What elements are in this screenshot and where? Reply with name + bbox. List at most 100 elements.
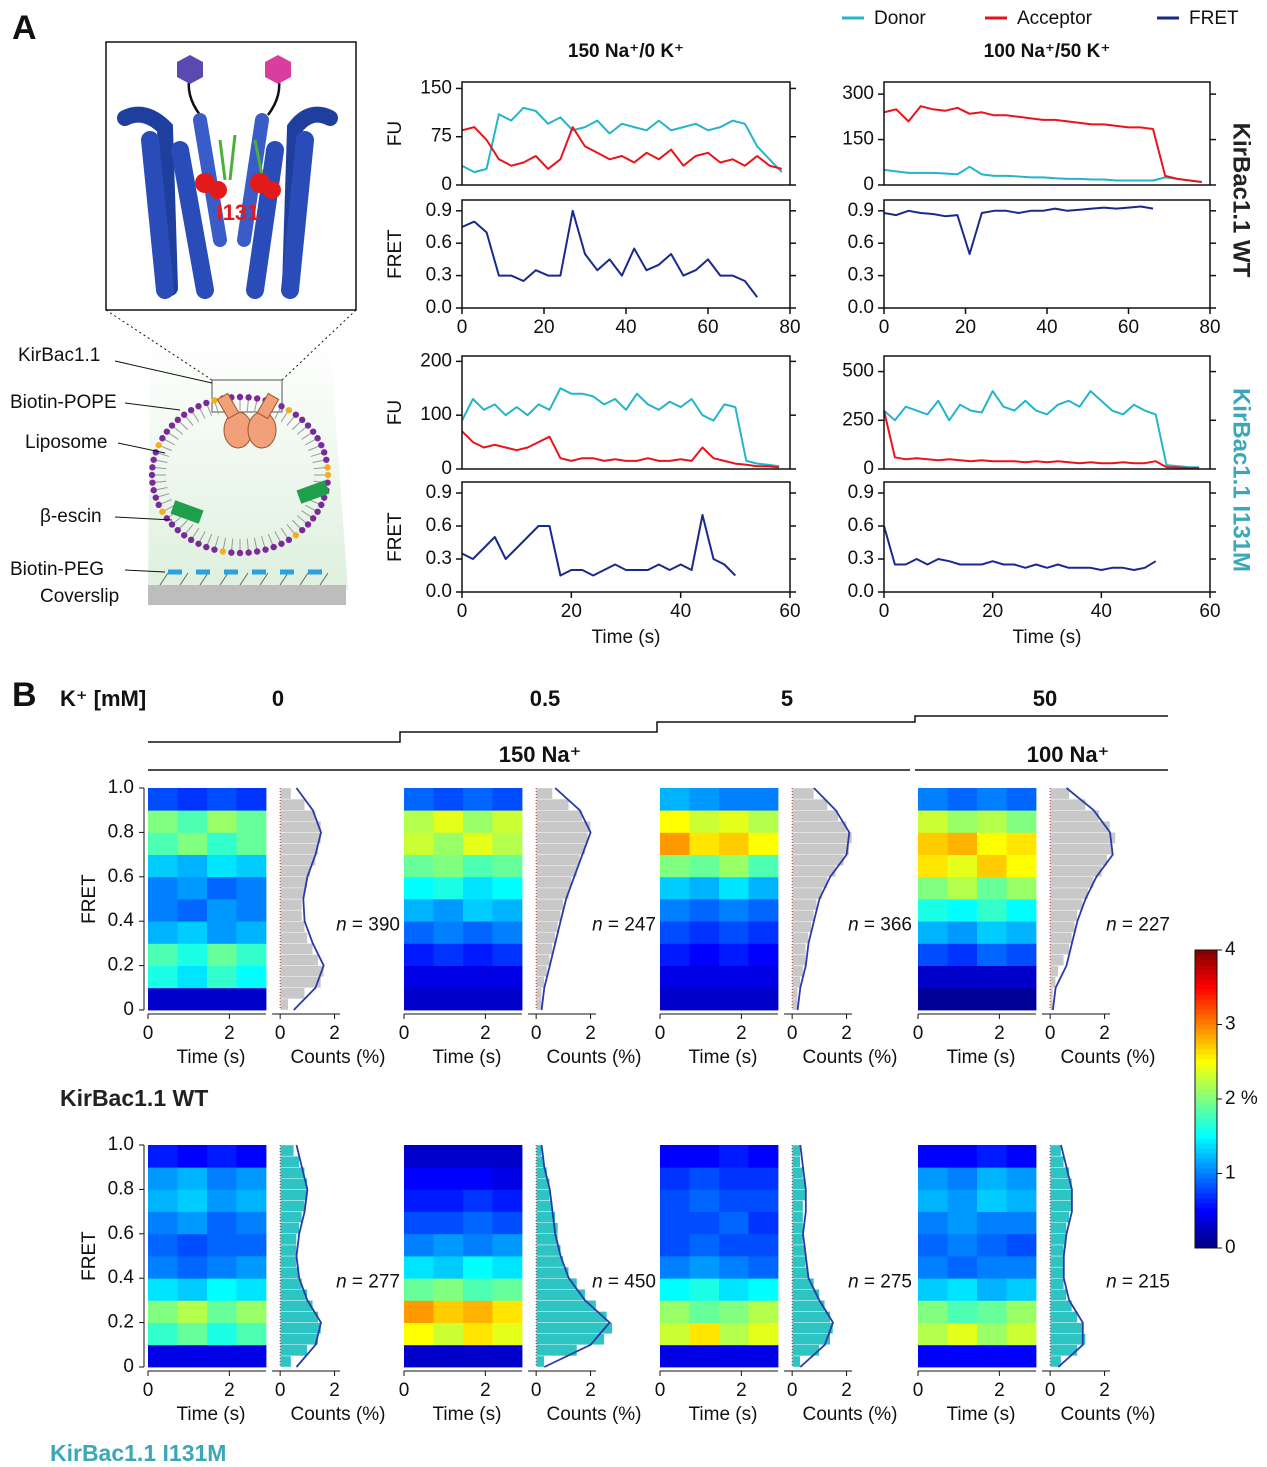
heatmap-cell (236, 1189, 267, 1212)
panel-label: B (12, 676, 37, 714)
y-tick-label: 150 (842, 129, 874, 150)
heatmap-cell (918, 921, 948, 944)
heatmap-cell (748, 854, 779, 878)
heatmap-cell (947, 788, 978, 811)
heatmap-cell (918, 1167, 948, 1190)
heatmap-cell (404, 965, 434, 989)
trace-line (883, 390, 1200, 469)
heatmap-cell (719, 921, 749, 944)
heatmap-cell (719, 1145, 749, 1168)
histogram-bar (1049, 976, 1056, 989)
heatmap-cell (918, 810, 948, 833)
row-label: KirBac1.1 WT (1228, 123, 1255, 278)
x-tick-label: 2 (1099, 1380, 1110, 1401)
colorbar-label: 4 (1225, 939, 1236, 960)
heatmap-cell (719, 832, 749, 855)
heatmap-cell (207, 876, 237, 900)
zoom-box (211, 379, 283, 413)
n-label: n = 450 (592, 1272, 656, 1293)
heatmap-cell (177, 987, 208, 1011)
heatmap-cell (660, 1211, 690, 1235)
x-axis-label: Time (s) (1013, 627, 1082, 648)
escin (296, 480, 330, 504)
legend-label: Acceptor (1017, 8, 1093, 29)
x-tick-label: 2 (329, 1380, 340, 1401)
heatmap-cell (918, 832, 948, 855)
x-tick-label: 2 (329, 1023, 340, 1044)
histogram-bar (791, 1266, 809, 1279)
heatmap-cell (404, 1278, 434, 1301)
histogram-bar (1049, 1233, 1067, 1246)
histogram-bar (1049, 1266, 1064, 1279)
heatmap-cell (1006, 943, 1037, 966)
lipid-head (318, 501, 325, 509)
histogram-bar (279, 976, 322, 989)
y-tick-label: 100 (420, 404, 452, 425)
heatmap-cell (918, 788, 948, 811)
heatmap-cell (918, 943, 948, 966)
histogram-bar (279, 1277, 303, 1290)
heatmap-cell (748, 1233, 779, 1257)
histogram-bar (791, 1355, 801, 1368)
heatmap-cell (236, 987, 267, 1011)
lipid-head (309, 428, 317, 435)
heatmap-cell (463, 810, 493, 833)
lipid-head (219, 548, 227, 555)
heatmap-cell (236, 832, 267, 855)
schematic-label: β-escin (40, 506, 102, 527)
lipid-head (149, 479, 156, 486)
x-axis-label: Counts (%) (802, 1404, 897, 1425)
heatmap-cell (177, 943, 208, 966)
heatmap-cell (947, 1278, 978, 1301)
colorbar-segment (1195, 1069, 1217, 1075)
heatmap-cell (404, 1145, 434, 1168)
heatmap-cell (689, 810, 720, 833)
trace-line (883, 525, 1157, 571)
histogram-bar (279, 821, 322, 833)
histogram-bar (1049, 854, 1108, 866)
heatmap-cell (977, 965, 1007, 989)
n-symbol: n (1106, 915, 1117, 936)
heatmap-cell (463, 1344, 493, 1368)
heatmap-cell (177, 876, 208, 900)
heatmap-cell (689, 899, 720, 922)
heatmap-cell (433, 965, 464, 989)
colorbar-segment (1195, 1079, 1217, 1085)
trace-line (461, 514, 737, 577)
x-axis-label: Time (s) (947, 1047, 1016, 1068)
colorbar-segment (1195, 1009, 1217, 1016)
colorbar-label: 2 % (1225, 1088, 1258, 1109)
heatmap-cell (1006, 987, 1037, 1011)
pointer (124, 402, 181, 411)
lipid-head (321, 494, 328, 501)
histogram-bar (791, 798, 828, 811)
fit-curve (1052, 787, 1114, 1011)
heatmap-cell (947, 1189, 978, 1212)
plot-frame (461, 481, 791, 593)
heatmap-cell (236, 899, 267, 922)
heatmap-cell (433, 899, 464, 922)
histogram-bar (1049, 1155, 1064, 1168)
heatmap-cell (689, 1300, 720, 1323)
histogram-bar (791, 1166, 804, 1179)
heatmap-cell (1006, 1344, 1037, 1368)
heatmap-cell (404, 1167, 434, 1190)
histogram-bar (791, 921, 812, 933)
histogram-bar (535, 921, 559, 933)
x-tick-label: 2 (224, 1380, 235, 1401)
histogram-bar (1049, 1255, 1064, 1268)
histogram-bar (1049, 954, 1064, 966)
heatmap-cell (947, 921, 978, 944)
schematic-label: Biotin-PEG (10, 559, 104, 580)
histogram-bar (535, 810, 583, 822)
histogram-bar (279, 1244, 297, 1257)
heatmap-cell (433, 1344, 464, 1368)
legend-label: Donor (874, 8, 926, 29)
heatmap-cell (660, 1233, 690, 1257)
colorbar-segment (1195, 964, 1217, 971)
heatmap-cell (433, 876, 464, 900)
heatmap-cell (977, 854, 1007, 878)
lipid-head (155, 501, 162, 509)
heatmap-cell (404, 810, 434, 833)
colorbar-segment (1195, 999, 1217, 1006)
